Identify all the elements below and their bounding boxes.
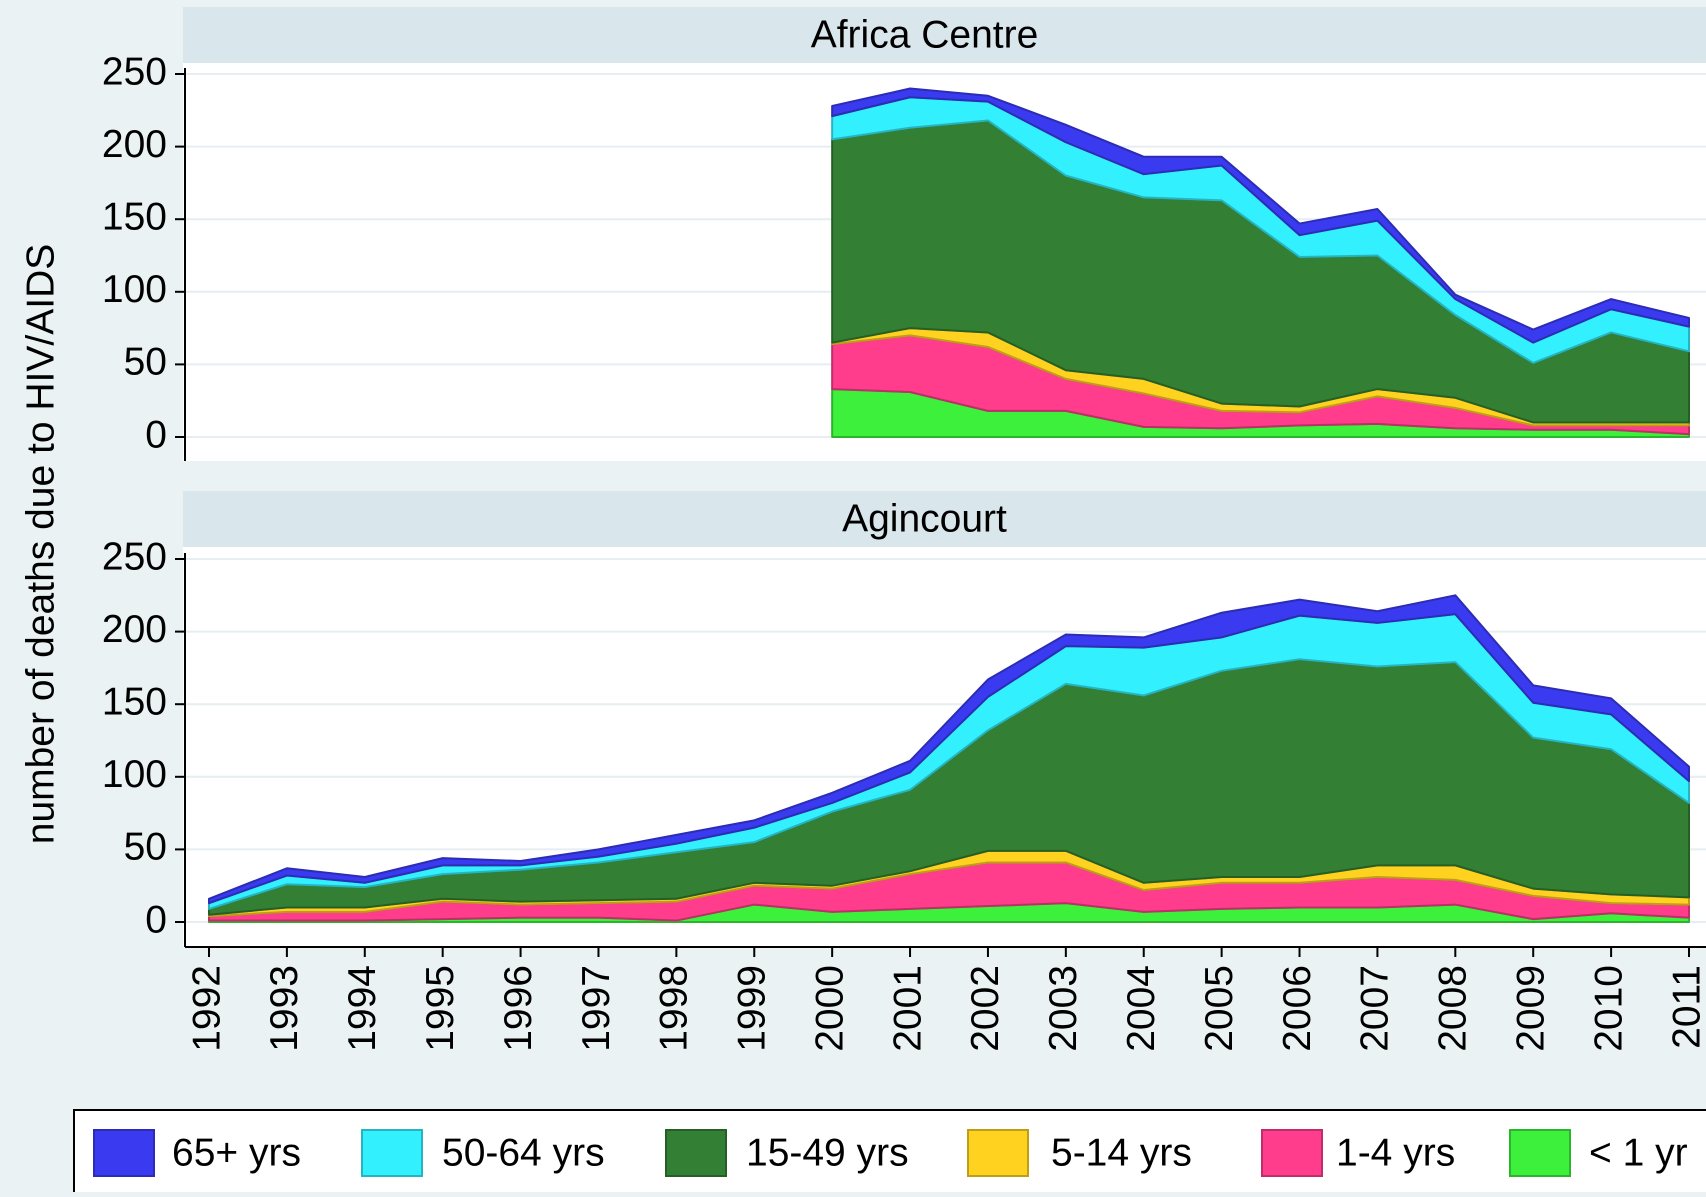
- legend-label: 65+ yrs: [172, 1131, 301, 1174]
- y-tick-label: 200: [102, 123, 167, 166]
- x-tick-label: 2005: [1198, 965, 1241, 1052]
- legend-box: [73, 1109, 1706, 1197]
- y-tick-label: 50: [124, 341, 167, 384]
- legend-label: 5-14 yrs: [1051, 1131, 1192, 1174]
- legend-label: 15-49 yrs: [746, 1131, 909, 1174]
- area: [831, 87, 1690, 344]
- y-tick-label: 150: [102, 680, 167, 723]
- panel-strip: [183, 7, 1706, 63]
- y-tick-label: 250: [102, 535, 167, 578]
- x-tick-label: 1994: [341, 965, 384, 1052]
- x-tick-label: 2009: [1510, 965, 1553, 1052]
- y-tick-label: 150: [102, 195, 167, 238]
- legend-swatch: [361, 1129, 423, 1177]
- legend-swatch: [665, 1129, 727, 1177]
- y-tick-label: 0: [145, 413, 167, 456]
- x-tick-label: 2010: [1587, 965, 1630, 1052]
- x-tick-label: 1996: [497, 965, 540, 1052]
- x-tick-label: 2006: [1276, 965, 1319, 1052]
- y-tick-label: 250: [102, 50, 167, 93]
- legend-label: 1-4 yrs: [1336, 1131, 1455, 1174]
- panel-strip: [183, 491, 1706, 547]
- x-tick-label: 1999: [731, 965, 774, 1052]
- x-tick-label: 1992: [185, 965, 228, 1052]
- y-tick-label: 0: [145, 898, 167, 941]
- x-tick-label: 2001: [886, 965, 929, 1052]
- x-tick-label: 2008: [1432, 965, 1475, 1052]
- x-tick-label: 1997: [575, 965, 618, 1052]
- legend-swatch: [967, 1129, 1029, 1177]
- legend-swatch: [1261, 1129, 1323, 1177]
- panel-title: Africa Centre: [811, 13, 1039, 56]
- area: [208, 594, 1690, 905]
- y-tick-label: 100: [102, 268, 167, 311]
- x-tick-label: 2004: [1120, 965, 1163, 1052]
- x-tick-label: 2003: [1042, 965, 1085, 1052]
- legend-label: 50-64 yrs: [442, 1131, 605, 1174]
- y-tick-label: 50: [124, 826, 167, 869]
- y-tick-label: 100: [102, 753, 167, 796]
- panel-title: Agincourt: [842, 497, 1007, 540]
- x-tick-label: 1995: [419, 965, 462, 1052]
- x-tick-label: 1993: [263, 965, 306, 1052]
- legend-swatch: [1509, 1129, 1571, 1177]
- y-axis-label: number of deaths due to HIV/AIDS: [19, 244, 62, 845]
- x-tick-label: 2000: [808, 965, 851, 1052]
- x-tick-label: 1998: [653, 965, 696, 1052]
- x-tick-label: 2011: [1665, 965, 1706, 1049]
- legend-label: < 1 yr: [1589, 1131, 1688, 1174]
- x-tick-label: 2002: [964, 965, 1007, 1052]
- y-tick-label: 200: [102, 608, 167, 651]
- x-tick-label: 2007: [1354, 965, 1397, 1052]
- legend-swatch: [93, 1129, 155, 1177]
